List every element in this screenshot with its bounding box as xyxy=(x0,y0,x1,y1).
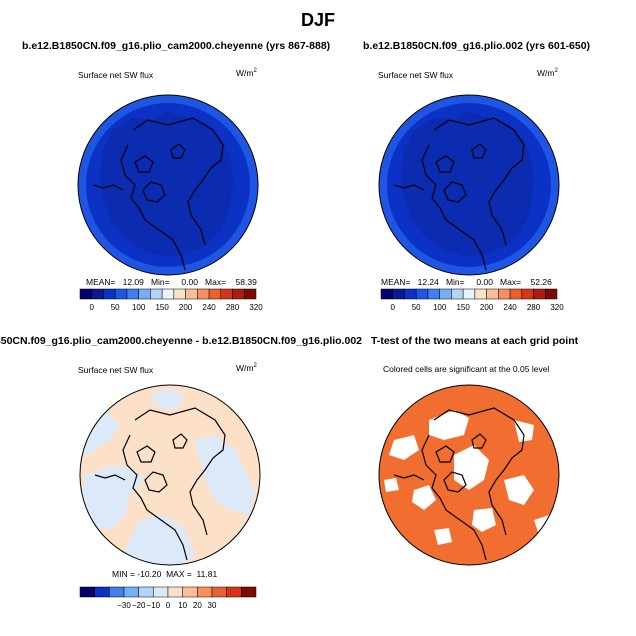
polar-map xyxy=(77,94,259,276)
colorbar-tick-label: −10 xyxy=(147,601,161,610)
colorbar-swatch xyxy=(474,288,487,300)
colorbar-swatch xyxy=(415,288,429,300)
stats-readout: MEAN= 12.24 Min= 0.00 Max= 52.26 xyxy=(381,277,552,287)
colorbar-tick-label: 10 xyxy=(178,601,187,610)
colorbar-swatch xyxy=(91,288,104,300)
colorbar-tick-label: 280 xyxy=(527,303,541,312)
colorbar-swatch xyxy=(182,586,198,598)
panel-title: b.e12.B1850CN.f09_g16.plio_cam2000.cheye… xyxy=(22,40,331,52)
colorbar-swatch xyxy=(103,288,116,300)
colorbar-swatch xyxy=(545,288,558,300)
colorbar-swatch xyxy=(427,288,440,300)
colorbar-tick-label: 100 xyxy=(132,303,146,312)
colorbar-tick-label: 0 xyxy=(166,601,171,610)
field-label: Surface net SW flux xyxy=(78,70,154,80)
colorbar-tick-label: 320 xyxy=(249,303,263,312)
colorbar: 0 50 100 150 200 240 280 320 xyxy=(79,288,263,312)
colorbar-tick-label: 240 xyxy=(503,303,517,312)
colorbar-swatch xyxy=(451,288,464,300)
colorbar-tick-label: 320 xyxy=(550,303,564,312)
colorbar: −30 −20 −10 0 10 20 30 xyxy=(79,586,257,610)
colorbar-swatch xyxy=(109,586,125,598)
units-label: W/m2 xyxy=(236,68,257,78)
field-label: Colored cells are significant at the 0.0… xyxy=(383,364,550,374)
colorbar-swatch xyxy=(185,288,198,300)
colorbar-tick-label: 50 xyxy=(412,303,421,312)
polar-map xyxy=(378,94,560,276)
colorbar-swatch xyxy=(79,288,92,300)
field-label: Surface net SW flux xyxy=(78,365,154,375)
colorbar-tick-label: 150 xyxy=(456,303,470,312)
colorbar-swatch xyxy=(208,288,222,300)
colorbar-swatch xyxy=(161,288,175,300)
units-label: W/m2 xyxy=(537,68,558,78)
colorbar-tick-label: 30 xyxy=(208,601,217,610)
colorbar-swatch xyxy=(521,288,534,300)
colorbar-swatch xyxy=(197,586,213,598)
colorbar-swatch xyxy=(509,288,523,300)
colorbar-tick-label: 240 xyxy=(202,303,216,312)
colorbar-tick-label: 0 xyxy=(391,303,396,312)
colorbar-swatch xyxy=(79,586,95,598)
colorbar-swatch xyxy=(392,288,405,300)
colorbar-swatch xyxy=(114,288,128,300)
colorbar-tick-label: −30 xyxy=(117,601,131,610)
panel-title: b.e12.B1850CN.f09_g16.plio.002 (yrs 601-… xyxy=(363,40,591,52)
colorbar-swatch xyxy=(498,288,511,300)
colorbar-tick-label: 50 xyxy=(111,303,120,312)
colorbar-swatch xyxy=(138,288,151,300)
colorbar-swatch xyxy=(244,288,257,300)
colorbar-tick-label: 100 xyxy=(433,303,447,312)
colorbar-swatch xyxy=(211,586,227,598)
colorbar-swatch xyxy=(167,586,183,598)
colorbar-swatch xyxy=(486,288,499,300)
stats-readout: MIN = -10.20 MAX = 11.81 xyxy=(112,569,218,579)
colorbar-tick-label: −20 xyxy=(132,601,146,610)
colorbar-tick-label: 200 xyxy=(480,303,494,312)
colorbar-swatch xyxy=(380,288,393,300)
colorbar-swatch xyxy=(220,288,233,300)
colorbar-tick-label: 0 xyxy=(90,303,95,312)
colorbar-swatch xyxy=(150,288,163,300)
colorbar-tick-label: 150 xyxy=(155,303,169,312)
colorbar-swatch xyxy=(462,288,476,300)
colorbar-tick-label: 200 xyxy=(179,303,193,312)
significance-map xyxy=(378,384,560,566)
colorbar-swatch xyxy=(226,586,242,598)
colorbar-swatch xyxy=(138,586,154,598)
colorbar-swatch xyxy=(126,288,139,300)
colorbar-swatch xyxy=(232,288,245,300)
field-label: Surface net SW flux xyxy=(378,70,454,80)
figure-title: DJF xyxy=(300,10,335,30)
colorbar-swatch xyxy=(241,586,257,598)
polar-map xyxy=(79,384,261,566)
colorbar-tick-label: 280 xyxy=(226,303,240,312)
colorbar-tick-label: 20 xyxy=(193,601,202,610)
colorbar-swatch xyxy=(197,288,210,300)
colorbar-swatch xyxy=(153,586,169,598)
panel-title: b.e12.B1850CN.f09_g16.plio_cam2000.cheye… xyxy=(0,335,362,347)
colorbar-swatch xyxy=(123,586,139,598)
colorbar-swatch xyxy=(404,288,417,300)
colorbar-swatch xyxy=(173,288,186,300)
colorbar-swatch xyxy=(439,288,452,300)
colorbar-swatch xyxy=(533,288,546,300)
panel-title: T-test of the two means at each grid poi… xyxy=(371,335,579,347)
stats-readout: MEAN= 12.09 Min= 0.00 Max= 58.39 xyxy=(86,277,257,287)
units-label: W/m2 xyxy=(236,363,257,373)
colorbar-swatch xyxy=(94,586,110,598)
colorbar: 0 50 100 150 200 240 280 320 xyxy=(380,288,564,312)
